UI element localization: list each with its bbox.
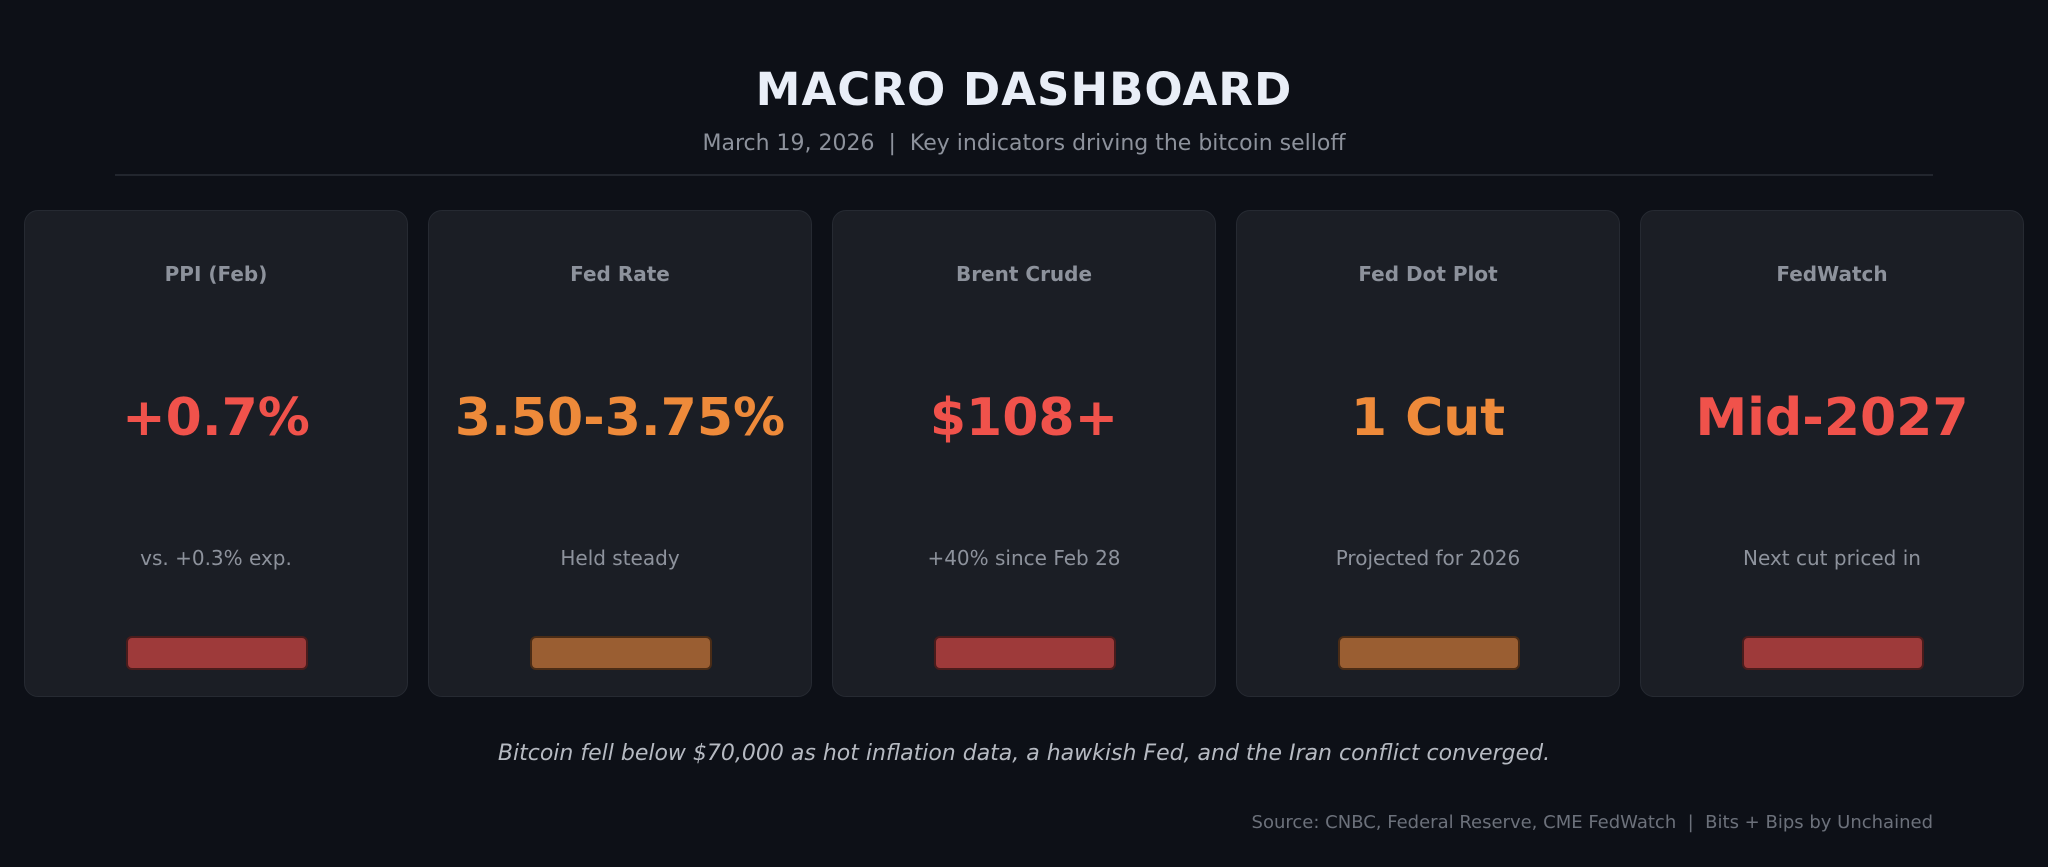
indicator-note: Projected for 2026: [1335, 546, 1521, 570]
status-bar: [934, 636, 1116, 670]
status-bar: [126, 636, 308, 670]
indicator-note: +40% since Feb 28: [927, 546, 1121, 570]
status-bar: [1338, 636, 1520, 670]
indicator-note: Held steady: [560, 546, 680, 570]
page-subtitle: March 19, 2026 | Key indicators driving …: [702, 131, 1346, 156]
source-credit: Source: CNBC, Federal Reserve, CME FedWa…: [1251, 812, 1933, 833]
indicator-note: Next cut priced in: [1743, 546, 1921, 570]
indicator-label: PPI (Feb): [164, 262, 268, 286]
indicator-card-ppi: PPI (Feb) +0.7% vs. +0.3% exp.: [24, 210, 408, 697]
indicator-label: Brent Crude: [955, 262, 1093, 286]
indicator-card-fedwatch: FedWatch Mid-2027 Next cut priced in: [1640, 210, 2024, 697]
header-divider: [115, 174, 1933, 176]
indicator-value: +0.7%: [122, 388, 310, 448]
indicator-note: vs. +0.3% exp.: [140, 546, 292, 570]
status-bar: [530, 636, 712, 670]
indicator-label: Fed Rate: [570, 262, 670, 286]
indicator-label: FedWatch: [1776, 262, 1888, 286]
indicator-card-brent-crude: Brent Crude $108+ +40% since Feb 28: [832, 210, 1216, 697]
indicator-value: 1 Cut: [1350, 388, 1506, 448]
indicator-label: Fed Dot Plot: [1358, 262, 1498, 286]
indicator-value: 3.50-3.75%: [454, 388, 786, 448]
indicator-card-fed-rate: Fed Rate 3.50-3.75% Held steady: [428, 210, 812, 697]
status-bar: [1742, 636, 1924, 670]
indicator-value: $108+: [929, 388, 1119, 448]
summary-note: Bitcoin fell below $70,000 as hot inflat…: [497, 741, 1551, 766]
indicator-cards: PPI (Feb) +0.7% vs. +0.3% exp. Fed Rate …: [24, 210, 2024, 699]
page-title: MACRO DASHBOARD: [755, 63, 1293, 116]
indicator-value: Mid-2027: [1695, 388, 1969, 448]
indicator-card-dot-plot: Fed Dot Plot 1 Cut Projected for 2026: [1236, 210, 1620, 697]
